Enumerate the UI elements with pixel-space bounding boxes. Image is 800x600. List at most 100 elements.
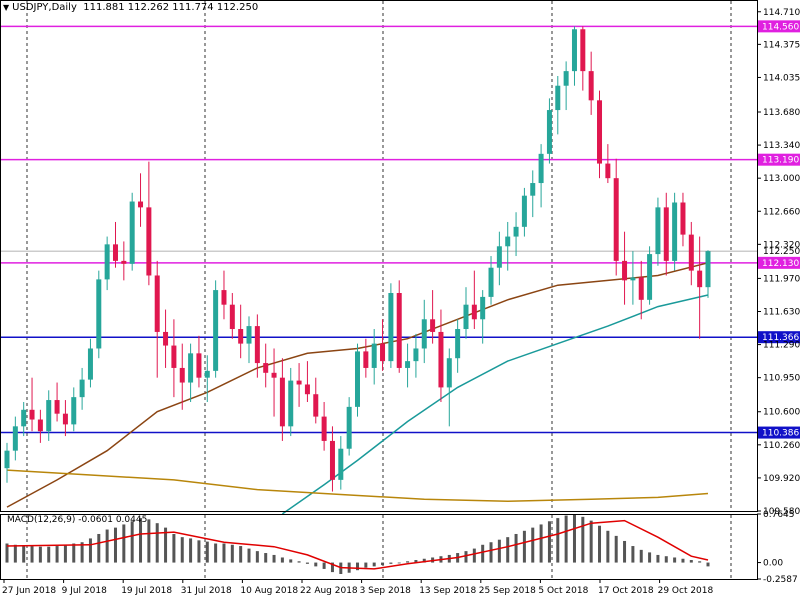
candle (79, 367, 85, 410)
candle (438, 309, 444, 403)
candle-body (21, 409, 27, 427)
macd-histogram-bar (673, 557, 677, 563)
candle (238, 304, 244, 359)
candle (154, 260, 160, 378)
macd-histogram-bar (264, 553, 268, 563)
candle-body (513, 226, 519, 237)
candle-body (530, 183, 536, 196)
candle (538, 144, 544, 208)
macd-histogram-bar (572, 514, 576, 563)
candle (37, 409, 43, 443)
macd-histogram-bar (72, 543, 76, 563)
macd-histogram-bar (105, 529, 109, 563)
macd-histogram-bar (481, 544, 485, 563)
candle-body (313, 394, 319, 417)
candle-body (438, 331, 444, 388)
candle-body (37, 419, 43, 432)
candle-body (96, 279, 102, 349)
candle (546, 98, 552, 164)
candle-body (463, 304, 469, 330)
macd-histogram-bar (214, 543, 218, 563)
level-tag-label: 112.130 (762, 259, 799, 269)
candle (380, 319, 386, 371)
macd-histogram-bar (506, 537, 510, 563)
time-tick-label: 3 Sep 2018 (360, 586, 412, 596)
candle-body (279, 377, 285, 427)
candle (171, 319, 177, 398)
candle-body (254, 326, 260, 364)
macd-label: MACD(12,26,9) -0.0601 0.0445 (7, 515, 148, 525)
macd-histogram-bar (205, 541, 209, 563)
candle (680, 192, 686, 247)
macd-histogram-bar (180, 537, 184, 563)
macd-histogram-bar (5, 543, 9, 563)
candle-body (129, 201, 135, 264)
candle-body (221, 290, 227, 305)
price-tick-label: 114.710 (763, 8, 800, 18)
macd-histogram-bar (614, 535, 618, 563)
current-price-label: 112.250 (763, 247, 800, 257)
candle (580, 26, 586, 91)
macd-signal-line (6, 519, 709, 570)
level-tag (758, 20, 800, 33)
price-tick-label: 112.660 (763, 207, 800, 217)
macd-histogram-bar (305, 562, 309, 564)
candle (688, 221, 694, 286)
candle-body (371, 343, 377, 368)
macd-histogram-bar (88, 538, 92, 563)
candle (396, 280, 402, 373)
macd-histogram-bar (22, 546, 26, 563)
price-tick-label: 114.375 (763, 40, 800, 50)
macd-histogram-bar (664, 556, 668, 563)
candle-body (680, 202, 686, 235)
candle (446, 348, 452, 427)
macd-histogram-bar (389, 562, 393, 564)
macd-histogram-bar (330, 562, 334, 573)
candle-body (355, 351, 360, 407)
time-tick-label: 13 Sep 2018 (419, 586, 476, 596)
candle-body (396, 293, 402, 368)
candle (355, 343, 360, 417)
chart-header: ▼ USDJPY,Daily 111.881 112.262 111.774 11… (0, 0, 258, 14)
macd-histogram-bar (539, 524, 543, 563)
macd-histogram-bar (280, 557, 284, 563)
candle (304, 361, 310, 403)
price-tick-label: 113.680 (763, 108, 800, 118)
candle (4, 442, 10, 483)
candle (254, 314, 260, 378)
candle (112, 221, 118, 268)
moving-average-line (281, 294, 709, 515)
candle-body (663, 207, 669, 261)
dropdown-triangle-icon[interactable]: ▼ (3, 3, 10, 12)
macd-histogram-bar (422, 558, 426, 563)
macd-histogram-bar (648, 552, 652, 563)
macd-histogram-bar (255, 551, 259, 563)
candle (263, 343, 269, 388)
macd-histogram-bar (247, 548, 251, 563)
macd-histogram-bar (489, 542, 493, 563)
macd-histogram-bar (63, 544, 67, 563)
candle (405, 343, 411, 388)
macd-histogram-bar (30, 546, 34, 563)
price-tick-label: 110.600 (763, 408, 800, 418)
candle (697, 236, 703, 339)
macd-histogram-bar (80, 542, 84, 563)
candle (488, 256, 494, 305)
macd-histogram-bar (698, 561, 702, 563)
level-tag (758, 331, 800, 344)
candle-body (238, 329, 244, 344)
candle-body (546, 110, 552, 154)
candle-body (471, 304, 477, 320)
candle (638, 260, 644, 320)
candle-body (229, 304, 235, 330)
candle (279, 358, 285, 441)
candle (613, 158, 619, 276)
candle-body (296, 380, 302, 385)
macd-histogram-bar (514, 533, 518, 563)
candle-body (171, 345, 177, 368)
price-tick-label: 113.340 (763, 141, 800, 151)
candle (229, 293, 235, 339)
level-tag (758, 153, 800, 166)
macd-histogram-bar (230, 544, 234, 563)
